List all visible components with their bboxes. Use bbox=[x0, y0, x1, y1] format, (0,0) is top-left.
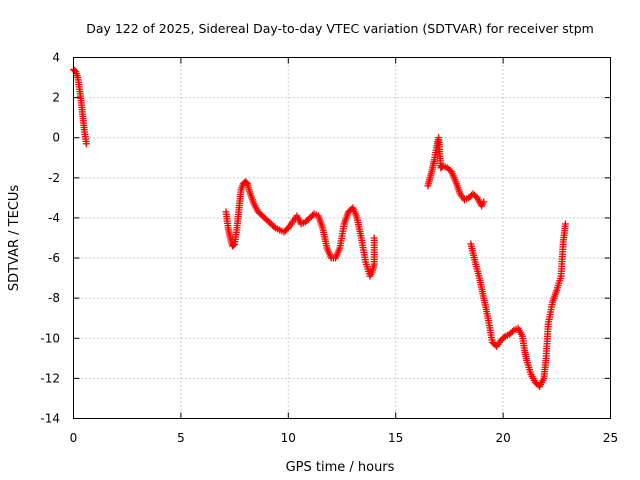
x-tick-label: 15 bbox=[388, 431, 403, 445]
y-tick-label: 4 bbox=[52, 51, 60, 65]
x-tick-label: 0 bbox=[70, 431, 78, 445]
x-tick-label: 10 bbox=[281, 431, 296, 445]
data-point bbox=[480, 198, 488, 206]
y-tick-label: -10 bbox=[40, 331, 60, 345]
data-point bbox=[500, 334, 508, 342]
data-point bbox=[508, 328, 516, 336]
data-points bbox=[70, 66, 569, 390]
y-tick-labels: 4 2 0 -2 -4 -6 -8 -10 -12 -14 bbox=[40, 51, 60, 426]
y-tick-label: -2 bbox=[48, 171, 60, 185]
y-tick-label: 2 bbox=[52, 91, 60, 105]
y-tick-label: 0 bbox=[52, 131, 60, 145]
data-point bbox=[561, 220, 569, 228]
data-point bbox=[230, 241, 238, 249]
y-tick-label: -8 bbox=[48, 291, 60, 305]
plot-frame bbox=[73, 57, 611, 419]
data-point bbox=[82, 140, 90, 148]
y-tick-label: -4 bbox=[48, 211, 60, 225]
y-tick-label: -14 bbox=[40, 412, 60, 426]
y-axis-label: SDTVAR / TECUs bbox=[7, 185, 22, 292]
grid-lines bbox=[73, 57, 611, 419]
x-tick-labels: 0 5 10 15 20 25 bbox=[70, 431, 618, 445]
x-tick-label: 25 bbox=[603, 431, 618, 445]
y-tick-label: -6 bbox=[48, 251, 60, 265]
x-tick-label: 5 bbox=[177, 431, 185, 445]
data-point bbox=[242, 179, 250, 187]
x-axis-label: GPS time / hours bbox=[286, 460, 395, 475]
data-point bbox=[370, 234, 378, 242]
y-tick-label: -12 bbox=[40, 371, 60, 385]
chart-title: Day 122 of 2025, Sidereal Day-to-day VTE… bbox=[86, 21, 594, 36]
data-point bbox=[270, 223, 278, 231]
x-tick-label: 20 bbox=[495, 431, 510, 445]
